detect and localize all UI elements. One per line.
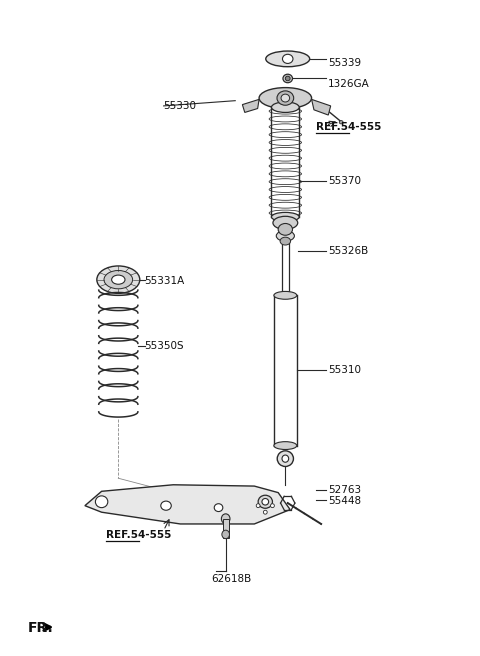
Ellipse shape xyxy=(256,504,260,508)
Ellipse shape xyxy=(282,54,293,64)
Ellipse shape xyxy=(277,91,294,105)
Ellipse shape xyxy=(274,291,297,299)
Ellipse shape xyxy=(281,94,289,102)
Text: 55350S: 55350S xyxy=(144,341,184,352)
Text: 55326B: 55326B xyxy=(328,246,369,256)
Polygon shape xyxy=(85,485,290,524)
Ellipse shape xyxy=(274,441,297,449)
Ellipse shape xyxy=(283,74,292,83)
Ellipse shape xyxy=(277,451,293,466)
Ellipse shape xyxy=(97,266,140,293)
Text: 55370: 55370 xyxy=(328,176,361,186)
Ellipse shape xyxy=(266,51,310,67)
Text: 55448: 55448 xyxy=(328,496,361,506)
Ellipse shape xyxy=(273,216,298,230)
Ellipse shape xyxy=(285,76,290,81)
Ellipse shape xyxy=(258,495,273,508)
Ellipse shape xyxy=(276,231,294,241)
Ellipse shape xyxy=(259,88,312,108)
Ellipse shape xyxy=(214,504,223,512)
Ellipse shape xyxy=(161,501,171,510)
Ellipse shape xyxy=(339,121,343,124)
Text: REF.54-555: REF.54-555 xyxy=(107,530,172,540)
Text: 55310: 55310 xyxy=(328,365,361,375)
Ellipse shape xyxy=(280,237,290,245)
Ellipse shape xyxy=(278,224,292,236)
Text: 62618B: 62618B xyxy=(211,575,252,584)
Text: 55339: 55339 xyxy=(328,58,361,68)
Text: REF.54-555: REF.54-555 xyxy=(316,122,382,132)
Ellipse shape xyxy=(104,270,132,289)
Ellipse shape xyxy=(264,510,267,514)
Bar xyxy=(223,519,228,539)
Text: 1326GA: 1326GA xyxy=(328,79,370,89)
Ellipse shape xyxy=(271,504,275,508)
Text: FR.: FR. xyxy=(28,621,53,636)
Polygon shape xyxy=(242,99,259,112)
Ellipse shape xyxy=(272,102,299,112)
Text: 52763: 52763 xyxy=(328,485,361,495)
Ellipse shape xyxy=(262,499,269,505)
Ellipse shape xyxy=(112,275,125,284)
Ellipse shape xyxy=(272,213,299,222)
Ellipse shape xyxy=(222,530,229,539)
Polygon shape xyxy=(312,99,331,115)
Text: 55330: 55330 xyxy=(164,101,197,111)
Text: 55331A: 55331A xyxy=(144,276,185,286)
Ellipse shape xyxy=(96,496,108,508)
Ellipse shape xyxy=(221,514,230,523)
Ellipse shape xyxy=(282,455,288,462)
